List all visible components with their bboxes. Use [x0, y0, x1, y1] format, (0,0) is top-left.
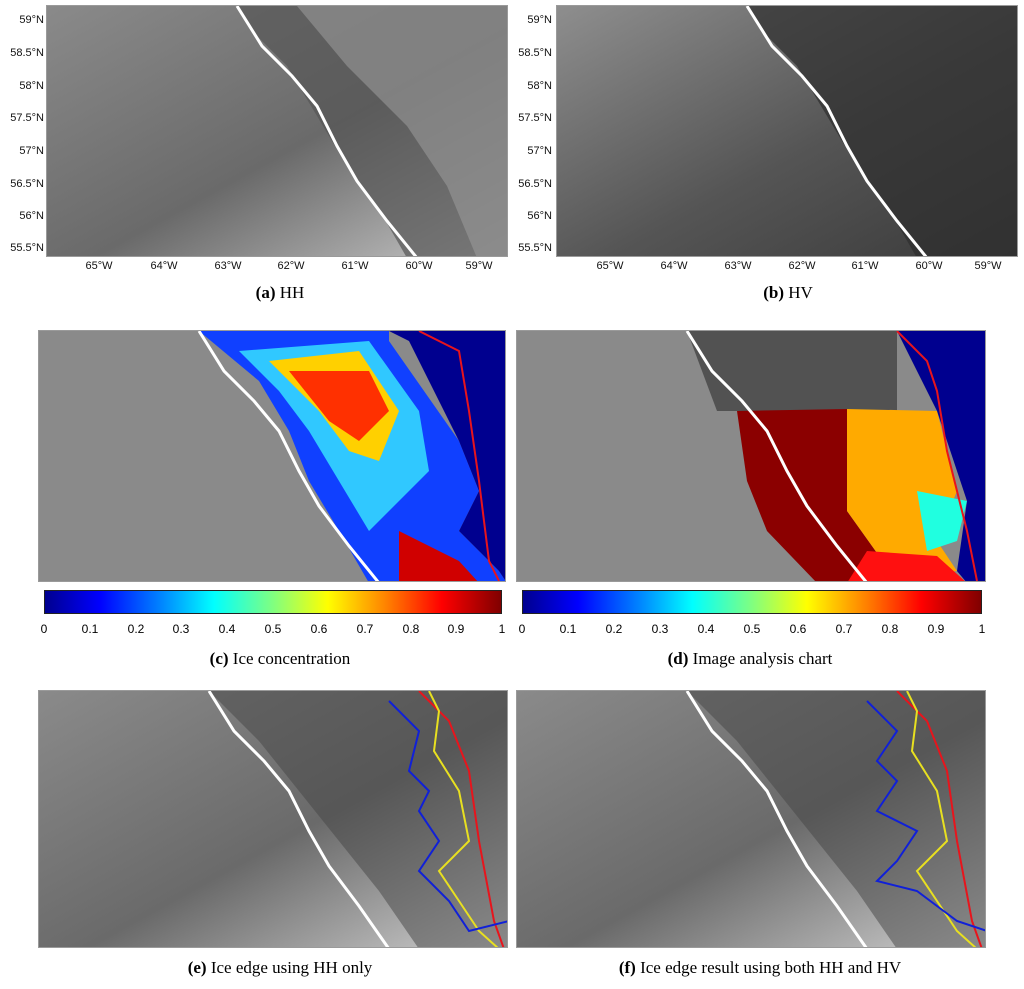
colorbar-c-tick-8: 0.8: [402, 622, 420, 636]
lat-label-a-4: 57°N: [19, 145, 44, 157]
colorbar-d-tick-10: 1: [978, 622, 986, 636]
colorbar-d-tick-2: 0.2: [605, 622, 623, 636]
lat-label-a-6: 56°N: [19, 210, 44, 222]
colorbar-d-tick-6: 0.6: [789, 622, 807, 636]
lat-label-b-0: 59°N: [527, 14, 552, 26]
sar-image-hv: [556, 5, 1018, 257]
colorbar-c-tick-4: 0.4: [218, 622, 236, 636]
lon-label-b-0: 65°W: [596, 260, 624, 272]
colorbar-d: [522, 590, 982, 614]
caption-a: (a) HH: [200, 283, 360, 303]
colorbar-c-tick-7: 0.7: [356, 622, 374, 636]
lon-label-a-0: 65°W: [85, 260, 113, 272]
colorbar-c-tick-9: 0.9: [447, 622, 465, 636]
lon-label-a-2: 63°W: [214, 260, 242, 272]
colorbar-c-tick-1: 0.1: [81, 622, 99, 636]
colorbar-d-tick-8: 0.8: [881, 622, 899, 636]
caption-d-text: Image analysis chart: [692, 649, 833, 668]
caption-c-text: Ice concentration: [232, 649, 351, 668]
caption-d-letter: (d): [667, 649, 689, 668]
caption-a-text: HH: [279, 283, 305, 302]
caption-e-letter: (e): [187, 958, 207, 977]
lat-label-a-5: 56.5°N: [10, 178, 44, 190]
colorbar-c: [44, 590, 502, 614]
lat-label-b-7: 55.5°N: [518, 242, 552, 254]
sar-image-hh: [46, 5, 508, 257]
colorbar-d-tick-7: 0.7: [835, 622, 853, 636]
lat-label-a-1: 58.5°N: [10, 47, 44, 59]
lon-label-b-1: 64°W: [660, 260, 688, 272]
caption-c: (c) Ice concentration: [150, 649, 410, 669]
colorbar-c-tick-2: 0.2: [127, 622, 145, 636]
lat-label-a-2: 58°N: [19, 80, 44, 92]
colorbar-d-tick-0: 0: [518, 622, 526, 636]
colorbar-d-tick-3: 0.3: [651, 622, 669, 636]
colorbar-c-tick-5: 0.5: [264, 622, 282, 636]
colorbar-d-tick-9: 0.9: [927, 622, 945, 636]
caption-f: (f) Ice edge result using both HH and HV: [560, 958, 960, 978]
caption-c-letter: (c): [209, 649, 229, 668]
caption-f-text: Ice edge result using both HH and HV: [640, 958, 902, 977]
lat-label-b-1: 58.5°N: [518, 47, 552, 59]
hv-image: [557, 6, 1017, 256]
colorbar-d-tick-1: 0.1: [559, 622, 577, 636]
caption-b-letter: (b): [763, 283, 784, 302]
ice-edge-hh-hv-image: [517, 691, 985, 947]
colorbar-c-tick-3: 0.3: [172, 622, 190, 636]
lat-label-b-5: 56.5°N: [518, 178, 552, 190]
lon-label-a-5: 60°W: [405, 260, 433, 272]
caption-e: (e) Ice edge using HH only: [110, 958, 450, 978]
hh-image: [47, 6, 507, 256]
lon-label-a-3: 62°W: [277, 260, 305, 272]
caption-a-letter: (a): [255, 283, 276, 302]
caption-b-text: HV: [788, 283, 813, 302]
lon-label-b-2: 63°W: [724, 260, 752, 272]
lat-label-b-4: 57°N: [527, 145, 552, 157]
caption-e-text: Ice edge using HH only: [210, 958, 373, 977]
lon-label-a-1: 64°W: [150, 260, 178, 272]
lat-label-b-2: 58°N: [527, 80, 552, 92]
ice-edge-hh-image: [39, 691, 507, 947]
lon-label-b-3: 62°W: [788, 260, 816, 272]
lat-label-b-3: 57.5°N: [518, 112, 552, 124]
ice-edge-hh-hv-map: [516, 690, 986, 948]
colorbar-c-tick-6: 0.6: [310, 622, 328, 636]
lat-label-a-0: 59°N: [19, 14, 44, 26]
colorbar-d-tick-4: 0.4: [697, 622, 715, 636]
lon-label-b-4: 61°W: [851, 260, 879, 272]
ice-concentration-map: [38, 330, 506, 582]
colorbar-c-tick-0: 0: [40, 622, 48, 636]
caption-f-letter: (f): [618, 958, 636, 977]
lat-label-b-6: 56°N: [527, 210, 552, 222]
colorbar-c-tick-10: 1: [498, 622, 506, 636]
caption-b: (b) HV: [708, 283, 868, 303]
lon-label-a-4: 61°W: [341, 260, 369, 272]
lat-label-a-7: 55.5°N: [10, 242, 44, 254]
lon-label-b-5: 60°W: [915, 260, 943, 272]
lon-label-a-6: 59°W: [465, 260, 493, 272]
colorbar-d-tick-5: 0.5: [743, 622, 761, 636]
ice-concentration-image: [39, 331, 505, 581]
caption-d: (d) Image analysis chart: [620, 649, 880, 669]
lon-label-b-6: 59°W: [974, 260, 1002, 272]
image-analysis-image: [517, 331, 985, 581]
image-analysis-chart: [516, 330, 986, 582]
ice-edge-hh-map: [38, 690, 508, 948]
lat-label-a-3: 57.5°N: [10, 112, 44, 124]
